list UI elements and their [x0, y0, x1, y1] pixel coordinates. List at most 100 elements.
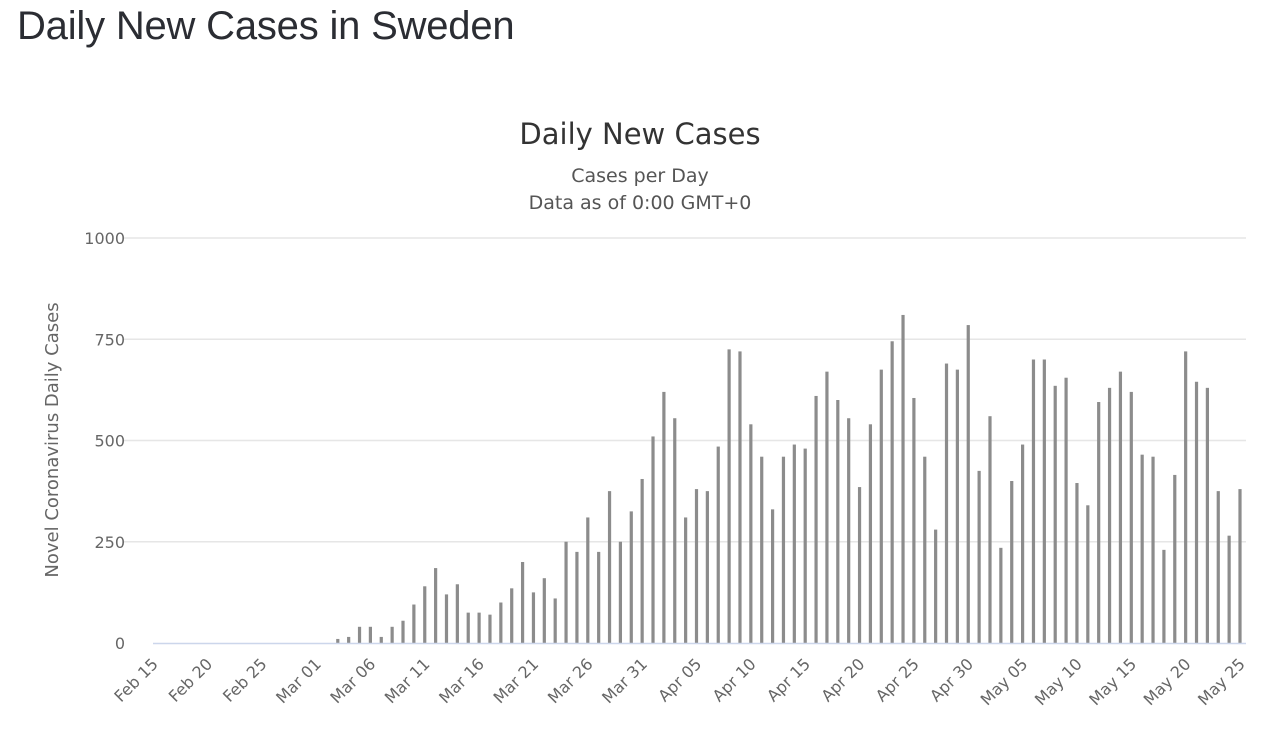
- bar[interactable]: [749, 424, 753, 643]
- bar[interactable]: [477, 612, 481, 644]
- bar[interactable]: [1129, 391, 1133, 643]
- bar[interactable]: [868, 424, 873, 643]
- bar[interactable]: [510, 588, 514, 643]
- bar[interactable]: [923, 456, 927, 643]
- bar[interactable]: [1107, 387, 1112, 643]
- bar[interactable]: [705, 491, 709, 644]
- bar[interactable]: [1194, 381, 1199, 643]
- bar[interactable]: [531, 592, 536, 644]
- bar[interactable]: [727, 349, 731, 644]
- x-tick-label: Apr 30: [926, 654, 977, 705]
- bar[interactable]: [760, 456, 764, 643]
- bar[interactable]: [890, 341, 894, 643]
- bar[interactable]: [814, 395, 818, 643]
- bar[interactable]: [738, 351, 742, 643]
- x-tick-label: May 15: [1085, 654, 1140, 709]
- bar[interactable]: [379, 636, 383, 643]
- bar[interactable]: [618, 541, 623, 643]
- bar[interactable]: [1216, 491, 1220, 644]
- bar[interactable]: [455, 584, 459, 643]
- bar[interactable]: [564, 541, 568, 643]
- bar[interactable]: [499, 602, 503, 644]
- bar[interactable]: [684, 517, 688, 643]
- x-tick-label: Feb 15: [110, 654, 161, 705]
- bar[interactable]: [1064, 377, 1068, 643]
- bar[interactable]: [357, 626, 362, 643]
- bar[interactable]: [597, 551, 601, 644]
- bar[interactable]: [336, 638, 340, 643]
- bar[interactable]: [792, 444, 796, 643]
- bar[interactable]: [553, 598, 557, 643]
- y-tick-label: 500: [94, 432, 125, 451]
- bar[interactable]: [901, 314, 905, 643]
- x-axis-ticks: Feb 15 Feb 20 Feb 25 Mar 01 Mar 06 Mar 11 Mar …: [110, 654, 1248, 709]
- bar[interactable]: [1140, 454, 1144, 643]
- bar[interactable]: [934, 529, 938, 643]
- bar[interactable]: [966, 325, 970, 643]
- bar[interactable]: [825, 371, 829, 643]
- bar[interactable]: [662, 391, 666, 643]
- bar[interactable]: [694, 489, 699, 643]
- bar[interactable]: [1151, 456, 1155, 643]
- bar[interactable]: [912, 397, 916, 643]
- bar[interactable]: [1042, 359, 1046, 644]
- bar[interactable]: [629, 511, 633, 644]
- bar[interactable]: [1227, 535, 1231, 643]
- bar[interactable]: [673, 418, 677, 643]
- chart-title: Daily New Cases: [519, 117, 761, 151]
- bar[interactable]: [770, 509, 775, 643]
- x-tick-label: May 25: [1194, 654, 1249, 709]
- bar[interactable]: [1173, 474, 1177, 643]
- bar[interactable]: [977, 470, 981, 644]
- bar[interactable]: [988, 416, 992, 643]
- x-tick-label: Feb 20: [165, 654, 216, 705]
- y-tick-label: 750: [94, 330, 125, 349]
- bar[interactable]: [1086, 505, 1090, 643]
- bar[interactable]: [781, 456, 786, 643]
- bar[interactable]: [1021, 444, 1025, 643]
- chart-subtitle: Cases per Day: [571, 165, 709, 187]
- bar[interactable]: [1031, 359, 1036, 644]
- bar[interactable]: [1010, 481, 1014, 643]
- bar[interactable]: [640, 478, 644, 643]
- bar[interactable]: [836, 400, 840, 643]
- bar[interactable]: [542, 578, 546, 643]
- bar[interactable]: [879, 369, 883, 644]
- bar[interactable]: [1162, 549, 1166, 643]
- bar[interactable]: [1097, 402, 1101, 643]
- bar[interactable]: [423, 586, 427, 643]
- bar[interactable]: [944, 363, 949, 643]
- bar[interactable]: [520, 562, 525, 643]
- bar[interactable]: [466, 612, 470, 644]
- bar[interactable]: [651, 436, 655, 643]
- bar[interactable]: [955, 369, 959, 644]
- bar[interactable]: [347, 636, 351, 643]
- x-tick-label: Apr 05: [654, 654, 705, 705]
- bar[interactable]: [575, 551, 579, 644]
- bar[interactable]: [1053, 385, 1057, 643]
- bar[interactable]: [412, 604, 416, 643]
- y-tick-label: 250: [94, 533, 125, 552]
- bar[interactable]: [444, 594, 449, 643]
- bar[interactable]: [803, 448, 807, 643]
- bar[interactable]: [857, 487, 862, 643]
- bar[interactable]: [1075, 483, 1079, 643]
- bar[interactable]: [847, 418, 851, 643]
- bar[interactable]: [488, 614, 492, 643]
- y-tick-label: 0: [115, 634, 125, 653]
- bar[interactable]: [586, 517, 590, 643]
- bar[interactable]: [607, 491, 612, 644]
- x-tick-label: Mar 26: [544, 654, 597, 707]
- bar[interactable]: [1184, 351, 1188, 643]
- bar[interactable]: [1205, 387, 1209, 643]
- bar[interactable]: [401, 620, 405, 643]
- bar[interactable]: [390, 626, 394, 643]
- bar[interactable]: [716, 446, 720, 643]
- bar[interactable]: [434, 568, 438, 643]
- bar[interactable]: [1238, 489, 1242, 643]
- bar[interactable]: [368, 626, 372, 643]
- x-tick-label: May 05: [977, 654, 1032, 709]
- bar[interactable]: [1118, 371, 1123, 643]
- bar[interactable]: [999, 547, 1003, 643]
